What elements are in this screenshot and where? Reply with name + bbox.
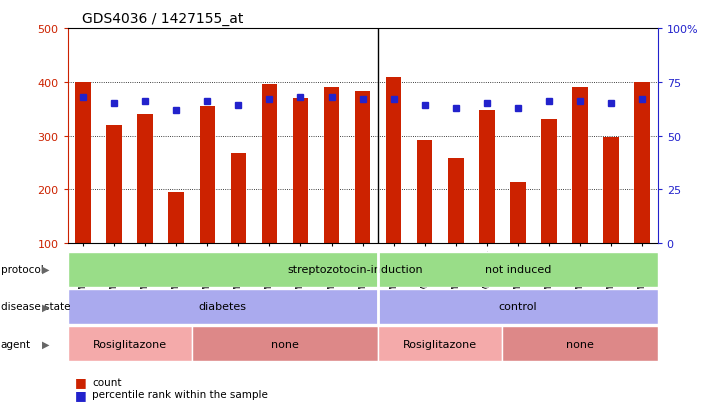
Text: percentile rank within the sample: percentile rank within the sample	[92, 389, 268, 399]
Bar	[378, 289, 658, 324]
Bar	[479, 111, 495, 244]
Bar	[634, 83, 650, 244]
Text: protocol: protocol	[1, 264, 43, 275]
Text: none: none	[271, 339, 299, 349]
Text: none: none	[566, 339, 594, 349]
Bar	[324, 88, 339, 244]
Bar	[192, 326, 378, 361]
Bar	[107, 126, 122, 244]
Text: control: control	[498, 301, 538, 312]
Bar	[378, 252, 658, 287]
Bar	[137, 115, 153, 244]
Text: ▶: ▶	[43, 301, 50, 312]
Bar	[448, 159, 464, 244]
Text: ■: ■	[75, 388, 87, 401]
Bar	[386, 78, 402, 244]
Text: ▶: ▶	[43, 339, 50, 349]
Text: disease state: disease state	[1, 301, 70, 312]
Bar	[68, 252, 378, 287]
Bar	[541, 120, 557, 244]
Text: Rosiglitazone: Rosiglitazone	[403, 339, 477, 349]
Bar	[604, 138, 619, 244]
Text: not induced: not induced	[485, 264, 551, 275]
Bar	[503, 326, 658, 361]
Bar	[417, 140, 432, 244]
Text: diabetes: diabetes	[199, 301, 247, 312]
Bar	[169, 192, 184, 244]
Text: streptozotocin-induction: streptozotocin-induction	[287, 264, 422, 275]
Bar	[293, 99, 309, 244]
Text: count: count	[92, 377, 122, 387]
Text: ▶: ▶	[43, 264, 50, 275]
Bar	[572, 88, 588, 244]
Bar	[68, 289, 378, 324]
Text: ■: ■	[75, 375, 87, 389]
Bar	[75, 83, 91, 244]
Bar	[200, 107, 215, 244]
Bar	[68, 326, 192, 361]
Bar	[230, 154, 246, 244]
Bar	[355, 92, 370, 244]
Bar	[378, 326, 503, 361]
Text: GDS4036 / 1427155_at: GDS4036 / 1427155_at	[82, 12, 243, 26]
Text: agent: agent	[1, 339, 31, 349]
Text: Rosiglitazone: Rosiglitazone	[92, 339, 166, 349]
Bar	[262, 85, 277, 244]
Bar	[510, 183, 525, 244]
